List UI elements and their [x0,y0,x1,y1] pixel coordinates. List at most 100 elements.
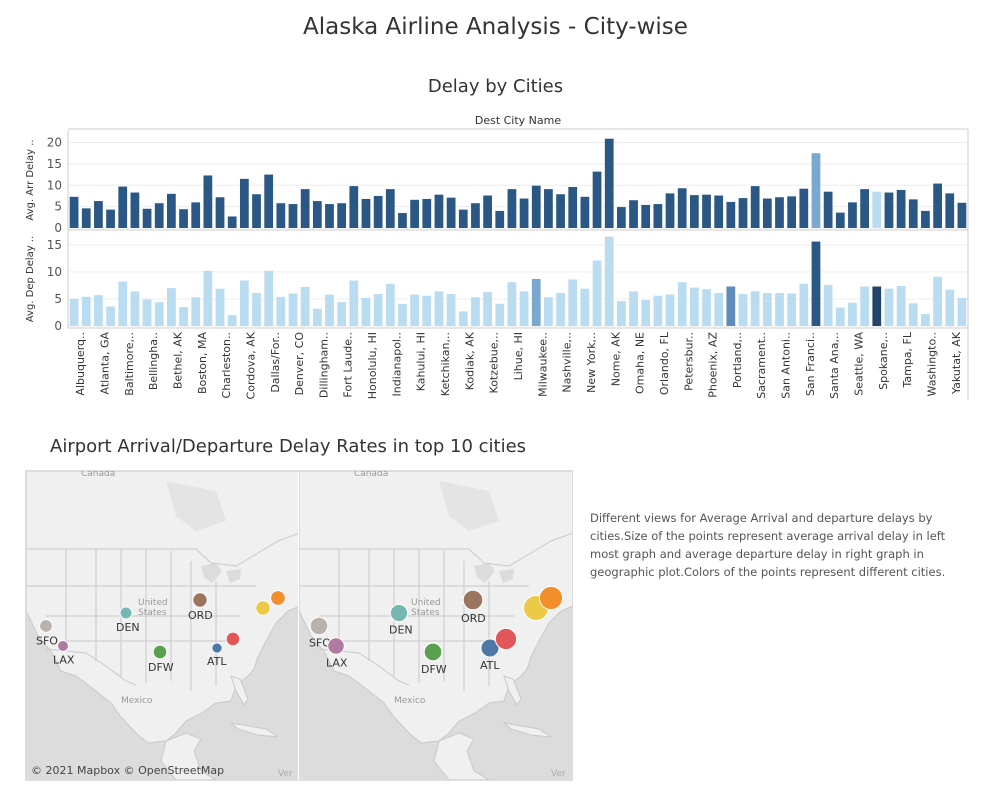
bar [726,201,736,228]
city-label: DEN [116,621,140,634]
city-marker [309,616,329,636]
x-tick-label: Seattle, WA [853,332,866,396]
bar [738,294,748,326]
bar [702,289,711,326]
bar [118,186,128,228]
hudson-bay [439,481,499,531]
bar [130,291,140,326]
lake [474,563,495,583]
column-header: Dest City Name [475,114,562,127]
bar-chart-title: Delay by Cities [427,76,564,97]
x-tick-label: Fort Laude.. [342,332,355,398]
bar [349,280,359,326]
x-tick-label: Petersbur.. [682,332,695,391]
bar [787,196,797,228]
bar [945,193,955,228]
bar [531,278,541,326]
bar [179,209,188,228]
bar [264,270,274,326]
bar [823,284,833,326]
bar [154,302,164,326]
bar [617,207,626,228]
y-tick-label: 15 [47,238,62,252]
x-tick-label: New York,.. [585,332,598,393]
bar [872,286,882,326]
city-marker [192,592,208,608]
bar [337,302,347,326]
y-tick-label: 15 [47,157,62,171]
y-tick-label: 20 [47,136,62,150]
x-tick-label: Portland,.. [731,332,744,388]
bar [896,189,906,228]
bar [312,308,322,326]
bar [373,195,383,228]
bar [264,174,274,228]
y-tick-label: 0 [54,319,62,333]
bar [750,291,760,326]
map-panel[interactable]: Canada United States Mexico SFO LAX DEN DFW ORD A… [25,470,573,781]
bar [762,292,772,326]
bar [544,189,553,228]
bar [519,291,529,326]
bar [410,294,419,326]
bar [252,292,261,326]
cuba-land [502,722,552,738]
bar [422,198,432,228]
x-tick-label: Phoenix, AZ [707,332,720,398]
central-america-land [433,732,490,780]
bar [921,210,930,228]
canada-label: Canada [354,471,388,479]
bar [653,295,663,326]
bar [945,289,955,326]
bar [471,297,480,326]
bar [823,191,833,228]
hudson-bay [166,481,226,531]
us-label: United [411,598,441,608]
series-1: 0 5 10 15 Avg. Dep Delay .. [25,230,968,333]
y-tick-label: 10 [47,178,62,192]
bar [422,295,432,326]
bar [653,204,663,228]
x-tick-label: Cordova, AK [244,331,257,399]
bar [799,188,809,228]
bar [556,194,565,228]
central-america-land [160,732,217,780]
x-tick-label: Albuquerq.. [74,332,87,396]
us-mexico-border [45,648,137,686]
bar [775,197,784,228]
bar [835,212,845,228]
city-label: ORD [461,612,486,625]
florida-land [230,675,249,706]
bar [884,288,894,326]
bar [398,213,407,228]
bar [276,203,286,228]
bar [458,311,468,326]
bar [677,282,687,326]
bar [94,295,103,326]
x-tick-label: Indianapol.. [390,332,403,396]
x-tick-label: Dallas/For.. [269,332,282,393]
bar [118,281,128,326]
bar [142,208,152,228]
x-tick-label: Nashville,.. [561,332,574,393]
map-credit[interactable]: © 2021 Mapbox © OpenStreetMap [31,764,225,777]
bar [714,195,724,228]
city-marker [389,603,409,623]
x-tick-label: Washingto.. [926,332,939,396]
city-marker [462,589,484,611]
bar [373,294,383,326]
bar [507,189,517,228]
bar [872,191,882,228]
x-tick-label: Denver, CO [293,332,306,396]
bar [361,297,371,326]
bar [300,189,310,228]
x-tick-label: Boston, MA [196,332,209,395]
x-tick-label: Atlanta, GA [98,332,111,395]
bar [580,196,590,228]
map-partial-label: Ver [551,769,566,779]
florida-land [503,675,522,706]
x-tick-label: Bellingha.. [147,332,160,390]
